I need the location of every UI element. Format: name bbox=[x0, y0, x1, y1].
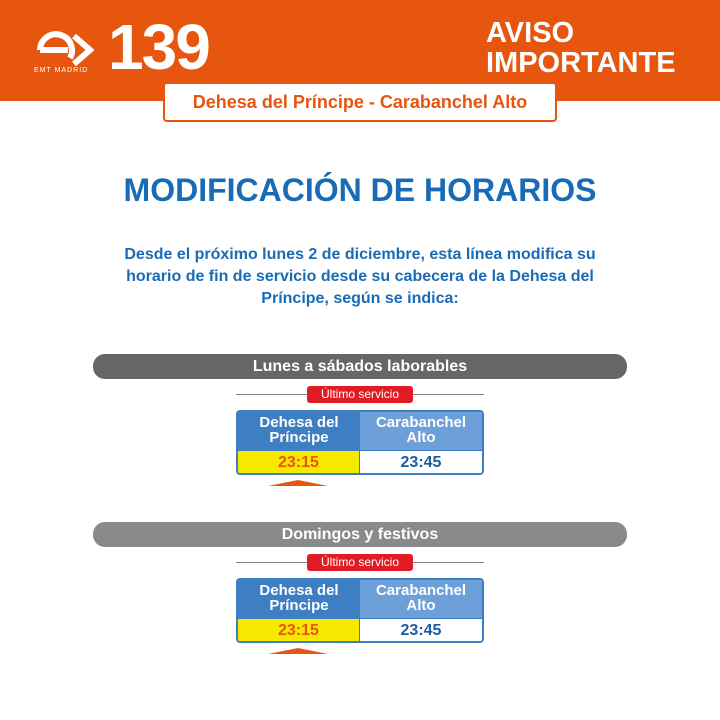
column-header: Carabanchel Alto bbox=[360, 580, 482, 618]
schedule-table: Dehesa del Príncipe Carabanchel Alto 23:… bbox=[236, 578, 484, 643]
time-cell: 23:45 bbox=[360, 618, 482, 641]
column-header: Dehesa del Príncipe bbox=[238, 412, 360, 450]
time-cell: 23:15 bbox=[238, 450, 360, 473]
arrow-up-icon bbox=[268, 480, 328, 486]
route-name: Dehesa del Príncipe - Carabanchel Alto bbox=[163, 82, 557, 122]
emt-logo-icon bbox=[37, 31, 95, 67]
page-title: MODIFICACIÓN DE HORARIOS bbox=[123, 172, 597, 208]
last-service-badge: Último servicio bbox=[307, 386, 413, 403]
last-service-badge: Último servicio bbox=[307, 554, 413, 571]
notice-title: AVISO IMPORTANTE bbox=[486, 17, 676, 79]
description: Desde el próximo lunes 2 de diciembre, e… bbox=[124, 246, 596, 307]
line-number: 139 bbox=[108, 11, 211, 83]
brand-text: EMT MADRID bbox=[34, 67, 89, 74]
column-header: Dehesa del Príncipe bbox=[238, 580, 360, 618]
day-type-bar: Domingos y festivos bbox=[93, 522, 627, 547]
day-type-bar: Lunes a sábados laborables bbox=[93, 354, 627, 379]
time-cell: 23:15 bbox=[238, 618, 360, 641]
arrow-up-icon bbox=[268, 648, 328, 654]
column-header: Carabanchel Alto bbox=[360, 412, 482, 450]
time-cell: 23:45 bbox=[360, 450, 482, 473]
schedule-table: Dehesa del Príncipe Carabanchel Alto 23:… bbox=[236, 410, 484, 475]
